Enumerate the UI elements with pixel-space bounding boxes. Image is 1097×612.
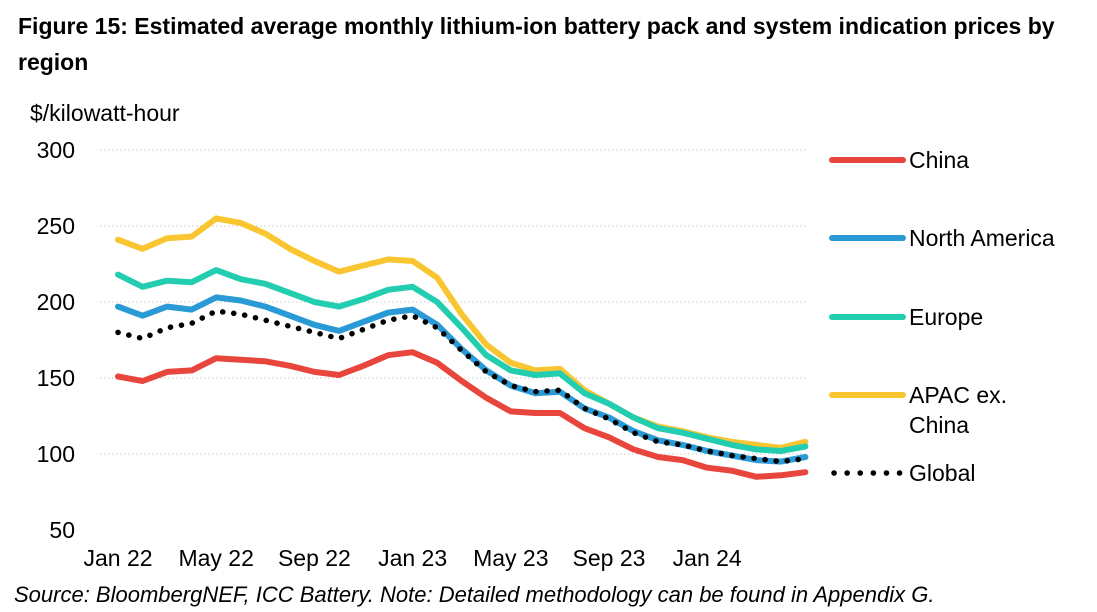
series-line-china — [115, 349, 809, 480]
x-tick-label: Jan 22 — [83, 545, 152, 571]
legend-label-apac-ex-china: APAC ex. — [909, 382, 1007, 408]
legend-label-china: China — [909, 147, 969, 173]
x-tick-label: May 22 — [178, 545, 253, 571]
series-line-apac-ex-china — [115, 215, 809, 451]
legend-label-europe: Europe — [909, 304, 983, 330]
legend: China North America Europe APAC ex. China Glo… — [829, 147, 1055, 486]
y-tick-label: 250 — [37, 213, 75, 239]
x-tick-label: Jan 24 — [673, 545, 742, 571]
y-tick-labels: 300 250 200 150 100 50 — [37, 137, 75, 543]
legend-label-north-america: North America — [909, 225, 1055, 251]
x-tick-label: Jan 23 — [378, 545, 447, 571]
y-tick-label: 200 — [37, 289, 75, 315]
x-tick-label: Sep 22 — [278, 545, 351, 571]
series-line-europe — [115, 267, 809, 454]
chart-title: Figure 15: Estimated average monthly lit… — [18, 13, 1055, 75]
source-note: Source: BloombergNEF, ICC Battery. Note:… — [14, 582, 935, 607]
y-axis-label: $/kilowatt-hour — [30, 100, 180, 126]
legend-label-global: Global — [909, 460, 975, 486]
x-tick-label: Sep 23 — [573, 545, 646, 571]
legend-label-apac-ex-china: China — [909, 412, 969, 438]
y-tick-label: 50 — [49, 517, 75, 543]
y-tick-label: 300 — [37, 137, 75, 163]
series-lines — [115, 215, 809, 480]
series-line-global — [115, 308, 809, 465]
x-tick-labels: Jan 22 May 22 Sep 22 Jan 23 May 23 Sep 23 Jan … — [83, 545, 741, 571]
y-tick-label: 100 — [37, 441, 75, 467]
y-tick-label: 150 — [37, 365, 75, 391]
x-tick-label: May 23 — [473, 545, 548, 571]
